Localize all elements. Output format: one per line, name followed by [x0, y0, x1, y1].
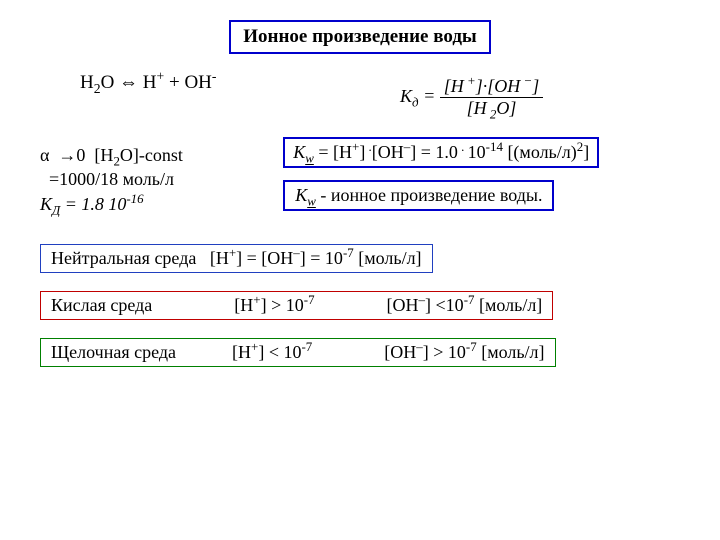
neutral-env: Нейтральная среда [H+] = [OH–] = 10-7 [м…	[40, 244, 433, 273]
alpha-block: α →0 [H2O]-const =1000/18 моль/л КД = 1.…	[40, 137, 283, 216]
slide-title: Ионное произведение воды	[229, 20, 491, 54]
dissociation-equation: H2O ⇔ H+ + OH-	[40, 72, 400, 94]
kw-definition: Kw - ионное произведение воды.	[283, 180, 554, 211]
acidic-env: Кислая среда[H+] > 10-7[OH–] <10-7 [моль…	[40, 291, 553, 320]
kd-formula: Kд = [H +]·[OH −] [H 2O]	[400, 72, 720, 119]
basic-env: Щелочная среда[H+] < 10-7[OH–] > 10-7 [м…	[40, 338, 556, 367]
kw-equation: Kw = [H+] .[OH–] = 1.0 . 10-14 [(моль/л)…	[283, 137, 599, 168]
